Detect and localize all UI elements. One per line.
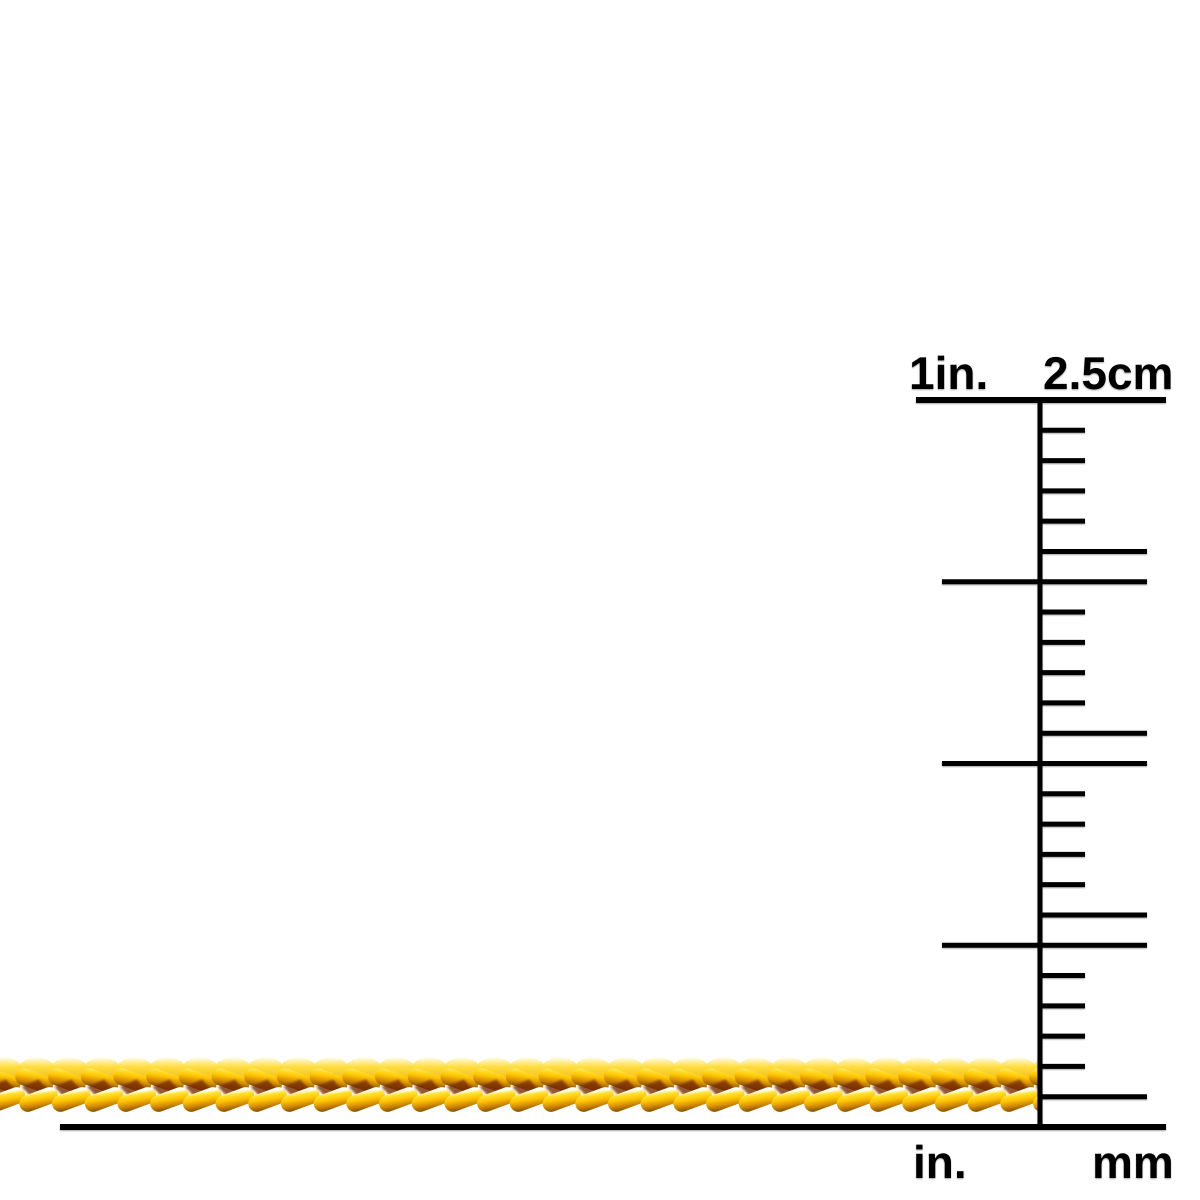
svg-text:2.5cm: 2.5cm <box>1043 347 1173 399</box>
svg-text:1in.: 1in. <box>909 347 988 399</box>
svg-text:mm: mm <box>1092 1136 1174 1188</box>
svg-text:in.: in. <box>913 1136 967 1188</box>
